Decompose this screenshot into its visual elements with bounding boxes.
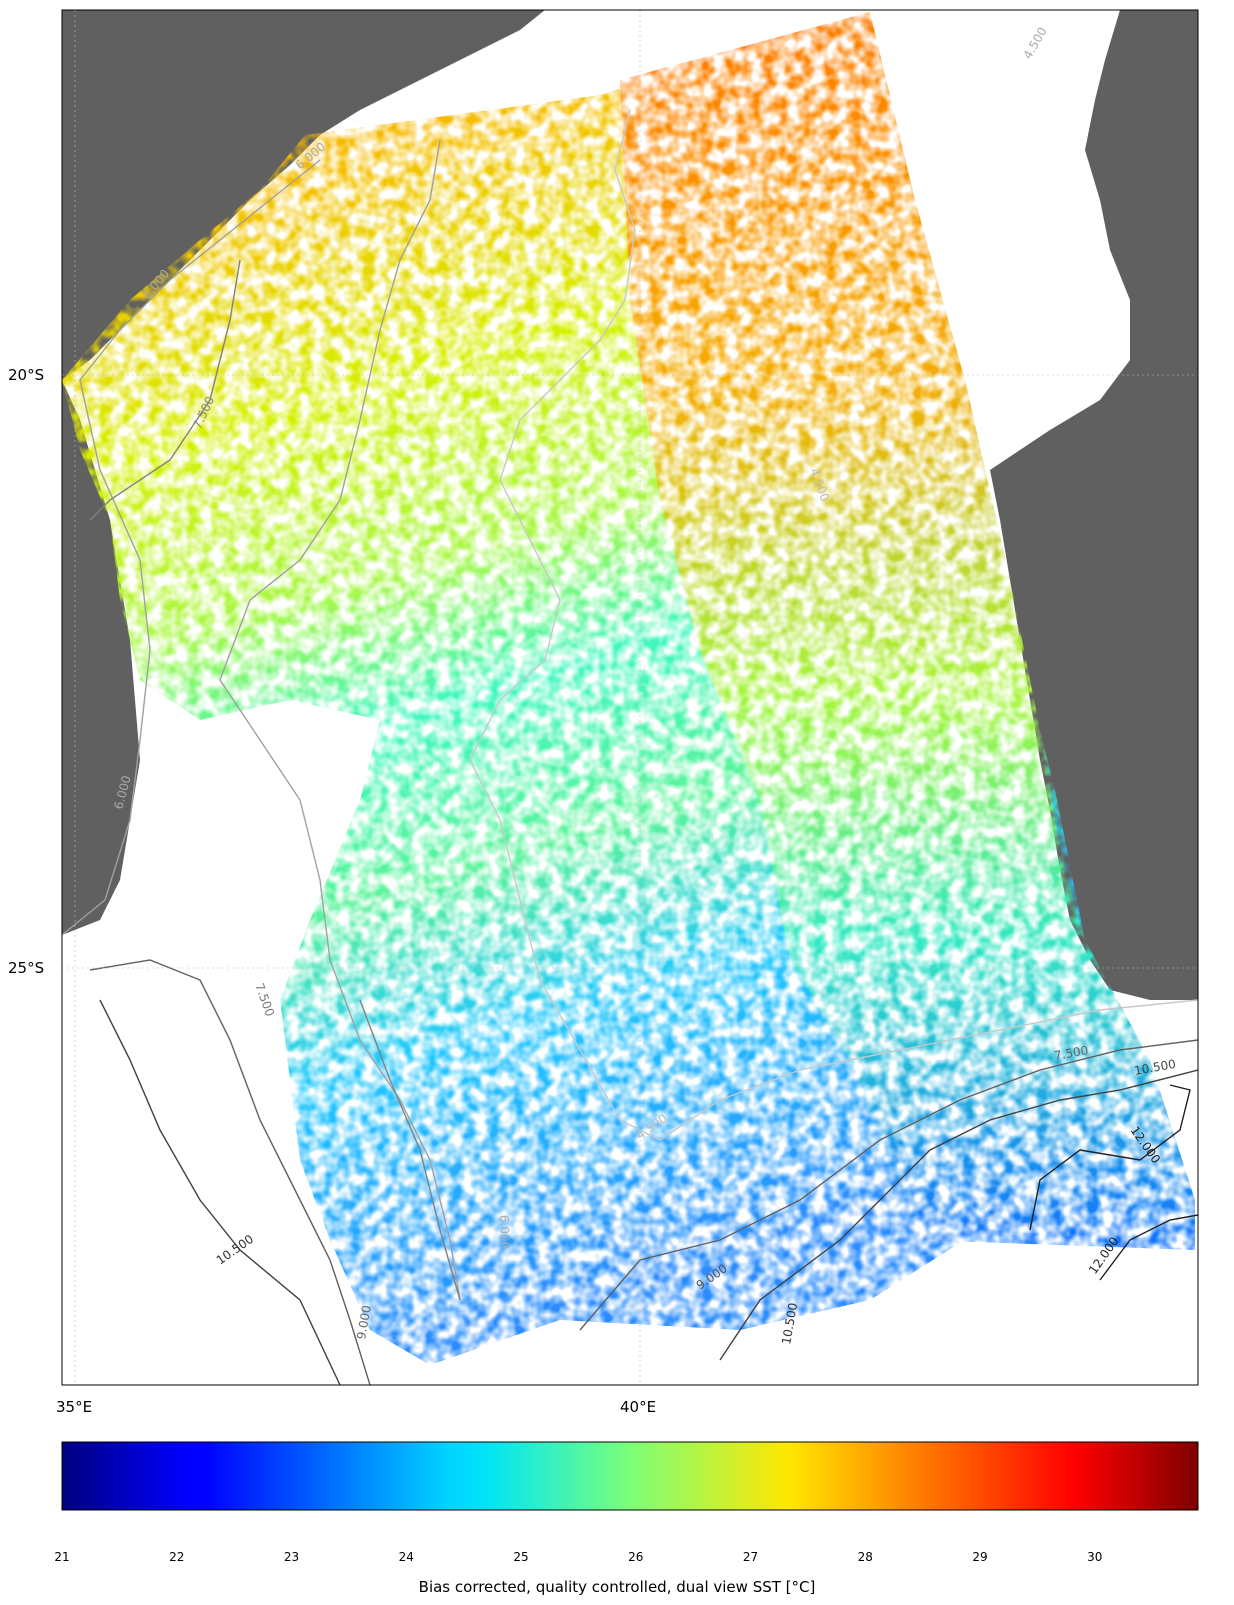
lat-label-20s: 20°S: [8, 366, 45, 384]
contour-label: 9.000: [354, 1304, 374, 1340]
land-mozambique: [62, 10, 545, 380]
contour-label: 4.500: [1020, 25, 1049, 62]
contour-label: 7.500: [1053, 1043, 1089, 1063]
contour-9000: [89, 959, 1198, 1385]
contour-6000-west: [62, 159, 321, 936]
colorbar-ramp: [62, 1442, 1198, 1510]
contour-label: 7.500: [252, 981, 277, 1018]
land-mozambique-south: [62, 380, 140, 935]
lon-label-40e: 40°E: [620, 1398, 657, 1416]
map-border: [61, 9, 1199, 1386]
lon-label-35e: 35°E: [56, 1398, 93, 1416]
lat-label-25s: 25°S: [8, 959, 45, 977]
contour-12000: [1029, 1084, 1198, 1281]
contour-7500: [89, 259, 461, 1301]
sst-swath-east: [620, 12, 1195, 1250]
contour-label: 6.000: [497, 1215, 512, 1250]
colorbar-frame: [61, 1441, 1199, 1511]
contour-10500: [99, 999, 1198, 1385]
contour-4500: [469, 109, 1198, 1141]
contour-label: 10.500: [214, 1232, 256, 1268]
contour-6000-mid: [219, 139, 461, 1301]
